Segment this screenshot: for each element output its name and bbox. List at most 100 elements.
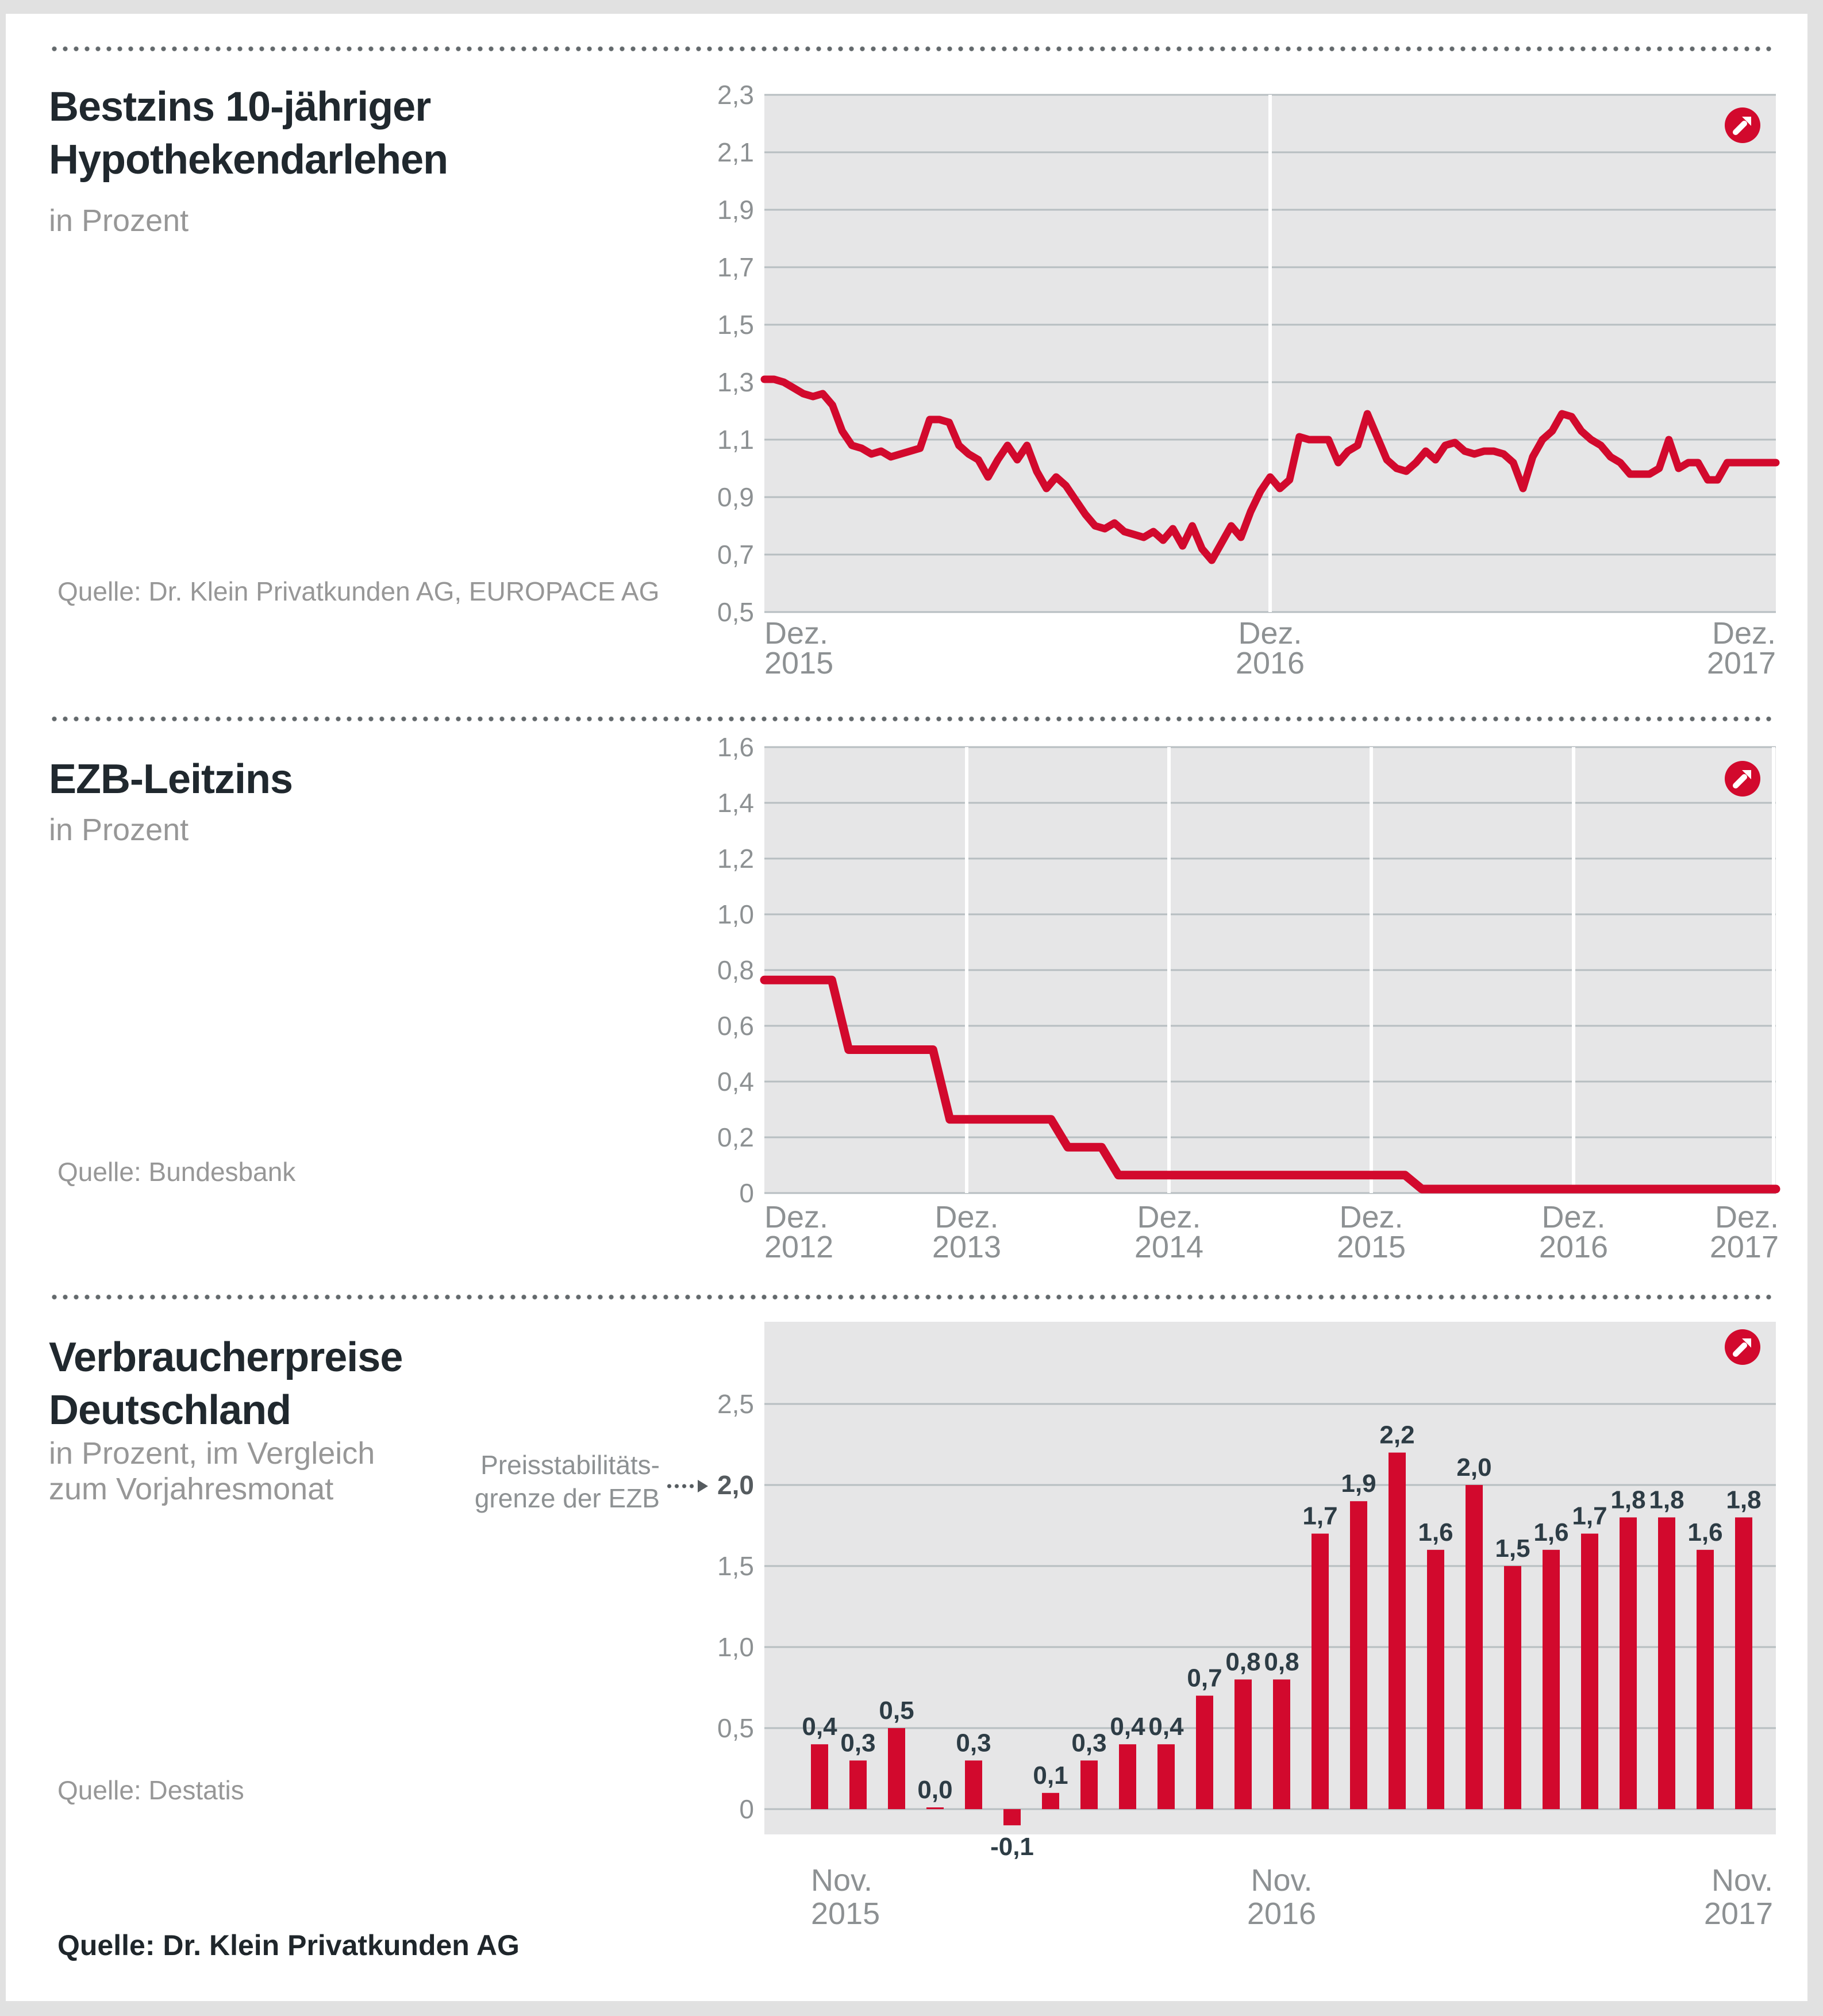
bar (1234, 1679, 1252, 1809)
bar-value-label: 1,8 (1610, 1486, 1645, 1514)
x-tick-label: Dez. (1541, 1200, 1605, 1234)
x-tick-label: Dez. (764, 1200, 828, 1234)
bar (1042, 1792, 1059, 1809)
bar-value-label: 0,3 (956, 1729, 991, 1757)
bar (926, 1807, 944, 1809)
chart-title-line: Verbraucherpreise (49, 1334, 403, 1380)
y-tick-label: 2,3 (717, 80, 754, 110)
y-tick-label: 1,5 (717, 310, 754, 340)
section-divider (49, 716, 1773, 722)
y-tick-label: 1,5 (717, 1551, 754, 1581)
x-tick-label: 2015 (764, 646, 833, 680)
bar (1312, 1533, 1329, 1809)
chart-source-ezb: Quelle: Bundesbank (57, 1157, 296, 1187)
bar (1119, 1744, 1136, 1809)
bar-value-label: 2,0 (1456, 1453, 1491, 1482)
x-tick-label: Nov. (1712, 1863, 1773, 1898)
bar-value-label: 0,3 (1071, 1729, 1106, 1757)
bar-value-label: 1,8 (1726, 1486, 1761, 1514)
bar-value-label: -0,1 (990, 1833, 1034, 1861)
bar-value-label: 1,7 (1572, 1502, 1607, 1530)
chart-source-verbraucherpreise: Quelle: Destatis (57, 1775, 244, 1805)
verbraucherpreise-chart: 2,5 2,0 1,5 1,0 0,5 0 0,4 0,3 0,5 0,0 0,3 -0,1 0,1 0,… (678, 1316, 1822, 1983)
trend-arrow-icon (1725, 107, 1760, 143)
annotation-line: grenze der EZB (474, 1483, 660, 1513)
x-tick-label: 2016 (1247, 1896, 1316, 1931)
y-tick-label: 0,9 (717, 482, 754, 512)
x-tick-label: 2015 (1337, 1230, 1406, 1264)
x-tick-label: Nov. (811, 1863, 872, 1898)
chart-title-line: Deutschland (49, 1387, 291, 1433)
bar-value-label: 0,8 (1264, 1648, 1299, 1676)
chart-subtitle-line: zum Vorjahresmonat (49, 1472, 334, 1506)
x-tick-label: Dez. (1715, 1200, 1779, 1234)
x-tick-label: Dez. (1137, 1200, 1201, 1234)
y-tick-label: 0,5 (717, 1713, 754, 1743)
y-tick-label: 1,4 (717, 788, 754, 818)
y-tick-label: 1,0 (717, 899, 754, 929)
y-tick-label: 0,8 (717, 955, 754, 985)
bar-value-label: 1,7 (1302, 1502, 1337, 1530)
bar-value-label: 1,9 (1341, 1469, 1376, 1498)
y-tick-label: 0 (739, 1178, 754, 1208)
y-tick-label: 2,5 (717, 1389, 754, 1419)
chart-subtitle-verbraucherpreise: in Prozent, im Vergleich zum Vorjahresmo… (49, 1436, 375, 1507)
bar (1697, 1549, 1714, 1809)
y-tick-label: 1,9 (717, 195, 754, 225)
y-tick-label: 1,6 (717, 732, 754, 762)
chart-subtitle-line: in Prozent, im Vergleich (49, 1436, 375, 1471)
x-tick-label: 2015 (811, 1896, 880, 1931)
bar (1080, 1760, 1098, 1809)
bar (1504, 1566, 1521, 1809)
bar-value-label: 2,2 (1379, 1421, 1414, 1449)
x-tick-label: Dez. (1712, 616, 1776, 651)
x-tick-label: 2013 (932, 1230, 1001, 1264)
x-tick-label: 2017 (1710, 1230, 1779, 1264)
bar (1389, 1452, 1406, 1809)
chart-svg: 1,61,41,21,00,80,60,40,20Dez.2012Dez.201… (717, 732, 1780, 1264)
x-tick-label: Dez. (764, 616, 828, 651)
chart-title-ezb: EZB-Leitzins (49, 756, 293, 802)
bar (811, 1744, 828, 1809)
chart-title-line: Bestzins 10-jähriger (49, 84, 431, 130)
bar (849, 1760, 867, 1809)
price-stability-annotation: Preisstabilitäts- grenze der EZB (402, 1448, 660, 1515)
bestzins-chart: 2,3 2,1 1,9 1,7 1,5 1,3 1,1 0,9 0,7 0,5 Dez. 2015 De… (678, 69, 1822, 713)
bar (1543, 1549, 1560, 1809)
bar (1350, 1501, 1367, 1809)
bar (1427, 1549, 1444, 1809)
x-tick-label: 2016 (1236, 646, 1305, 680)
x-tick-label: Dez. (1238, 616, 1302, 651)
y-tick-label: 0,5 (717, 597, 754, 627)
rate-line (760, 375, 1780, 564)
bar-value-label: 1,6 (1533, 1518, 1568, 1546)
chart-svg: 2,52,01,51,00,500,40,30,50,00,3-0,10,10,… (717, 1322, 1776, 1931)
y-tick-label: 1,2 (717, 844, 754, 874)
section-divider (49, 1294, 1773, 1300)
bar-value-label: 1,8 (1649, 1486, 1684, 1514)
bar (1196, 1695, 1213, 1809)
bar (1620, 1517, 1637, 1809)
x-tick-label: 2017 (1704, 1896, 1773, 1931)
annotation-line: Preisstabilitäts- (480, 1450, 660, 1480)
x-tick-label: 2014 (1134, 1230, 1203, 1264)
x-tick-label: 2016 (1539, 1230, 1608, 1264)
chart-title-line: Hypothekendarlehen (49, 137, 448, 183)
bar-value-label: 1,6 (1418, 1518, 1453, 1546)
chart-svg: 2,32,11,91,71,51,31,10,90,70,5Dez.2015De… (717, 80, 1780, 680)
x-tick-label: Dez. (1339, 1200, 1403, 1234)
bar-value-label: 0,0 (917, 1776, 952, 1804)
bar-value-label: 0,5 (879, 1696, 914, 1725)
bar (965, 1760, 982, 1809)
bar (1157, 1744, 1175, 1809)
y-tick-label: 1,7 (717, 252, 754, 282)
x-tick-label: 2017 (1707, 646, 1776, 680)
bar-value-label: 1,5 (1495, 1534, 1530, 1563)
chart-subtitle-bestzins: in Prozent (49, 203, 189, 238)
y-tick-label: 1,1 (717, 425, 754, 455)
bar (1273, 1679, 1290, 1809)
plot-area (764, 1322, 1776, 1834)
bar-value-label: 1,6 (1687, 1518, 1722, 1546)
bar (1735, 1517, 1752, 1809)
